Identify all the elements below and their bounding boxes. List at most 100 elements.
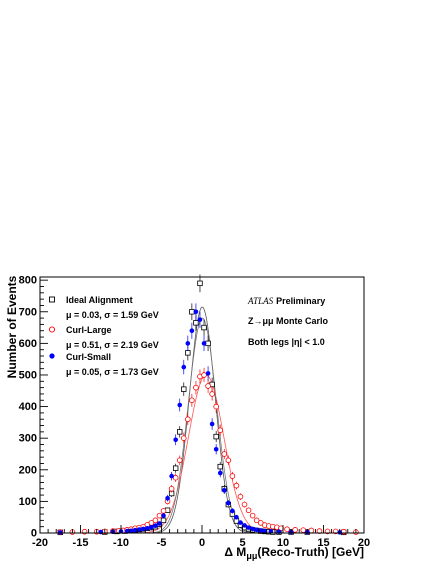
point-curl-large: [152, 517, 159, 524]
annotations: ATLAS Preliminary Z→μμ Monte Carlo Both l…: [247, 296, 329, 347]
legend-stats-ideal-alignment: μ = 0.03, σ = 1.59 GeV: [66, 310, 159, 320]
x-tick-label: -10: [113, 537, 129, 549]
point-curl-large: [160, 508, 167, 514]
point-curl-small: [246, 525, 251, 530]
x-axis-label-subscript: μμ: [246, 551, 257, 561]
y-tick-label: 200: [19, 464, 37, 476]
point-curl-small: [234, 514, 239, 520]
legend: Ideal Alignment μ = 0.03, σ = 1.59 GeV C…: [48, 295, 159, 377]
point-curl-small: [132, 527, 138, 533]
point-curl-small: [165, 495, 170, 501]
point-curl-large: [253, 517, 260, 524]
point-curl-small: [238, 520, 243, 525]
point-ideal-alignment: [172, 465, 179, 471]
point-curl-small: [189, 328, 195, 334]
point-curl-large: [201, 372, 207, 378]
point-curl-large: [156, 512, 163, 519]
point-curl-large: [213, 403, 219, 410]
point-curl-large: [225, 457, 232, 464]
legend-stats-curl-large: μ = 0.51, σ = 2.19 GeV: [66, 340, 159, 350]
point-curl-small: [145, 525, 150, 531]
point-curl-large: [217, 427, 224, 434]
point-curl-small: [128, 528, 134, 534]
point-curl-large: [209, 391, 215, 397]
point-ideal-alignment: [197, 280, 203, 287]
y-axis-ticks: 0 100 200 300 400 500 600 700 800: [19, 275, 48, 540]
point-curl-small: [217, 470, 223, 476]
point-curl-small: [177, 402, 183, 408]
point-ideal-alignment: [189, 309, 195, 315]
fit-curve-curl-large: [137, 374, 267, 534]
point-curl-small: [201, 341, 207, 346]
point-ideal-alignment: [213, 433, 219, 440]
point-curl-large: [241, 501, 248, 508]
legend-label-curl-large: Curl-Large: [66, 325, 112, 335]
point-curl-small: [136, 527, 142, 532]
atlas-label: ATLAS Preliminary: [247, 296, 325, 306]
point-curl-small: [242, 523, 247, 528]
y-tick-label: 700: [19, 306, 37, 318]
point-curl-small: [226, 500, 231, 506]
y-tick-label: 600: [19, 338, 37, 350]
point-curl-large: [205, 383, 211, 389]
legend-marker-curl-small: [49, 353, 55, 359]
point-curl-large: [180, 435, 187, 441]
point-curl-small: [230, 508, 235, 514]
point-curl-large: [292, 527, 298, 533]
point-curl-small: [98, 529, 104, 535]
point-curl-large: [189, 397, 195, 404]
point-curl-large: [185, 416, 191, 423]
point-ideal-alignment: [181, 386, 187, 392]
point-curl-small: [254, 527, 259, 533]
point-curl-small: [205, 371, 211, 376]
point-ideal-alignment: [217, 463, 223, 470]
fit-curves: [137, 306, 267, 534]
point-curl-large: [300, 527, 307, 533]
legend-stats-curl-small: μ = 0.05, σ = 1.73 GeV: [66, 367, 159, 377]
y-tick-label: 500: [19, 369, 37, 381]
x-axis-ticks: -20 -15 -10 -5 0 5 10 15 20: [32, 525, 370, 549]
y-tick-label: 300: [19, 433, 37, 445]
point-curl-large: [284, 526, 290, 533]
point-curl-small: [262, 528, 268, 534]
point-curl-large: [176, 457, 183, 464]
fit-curve-curl-small: [137, 317, 267, 534]
preliminary-label: Preliminary: [276, 296, 325, 306]
x-tick-label: 15: [317, 537, 329, 549]
point-curl-small: [140, 526, 146, 532]
point-curl-small: [173, 437, 178, 443]
fit-curve-ideal-alignment: [137, 306, 267, 534]
point-ideal-alignment: [205, 340, 211, 347]
point-curl-small: [161, 513, 166, 518]
point-curl-small: [149, 525, 154, 530]
point-curl-large: [308, 527, 315, 534]
y-tick-label: 0: [31, 528, 37, 540]
x-tick-label: 20: [358, 537, 370, 549]
point-curl-small: [193, 309, 199, 315]
point-curl-small: [258, 528, 264, 533]
point-curl-small: [185, 341, 191, 346]
point-curl-small: [221, 488, 227, 493]
x-tick-label: -15: [73, 537, 89, 549]
point-curl-large: [168, 485, 175, 492]
y-tick-label: 400: [19, 401, 37, 413]
x-tick-label: 5: [239, 537, 245, 549]
point-curl-small: [209, 421, 215, 427]
point-curl-small: [250, 526, 255, 532]
eta-cut-label: Both legs |η| < 1.0: [248, 337, 325, 347]
x-axis-label-rest: (Reco-Truth) [GeV]: [257, 545, 364, 559]
point-curl-large: [245, 507, 252, 514]
x-axis-label: Δ Mμμ(Reco-Truth) [GeV]: [224, 545, 364, 561]
point-curl-small: [124, 528, 130, 534]
point-ideal-alignment: [185, 350, 191, 356]
x-tick-label: 10: [277, 537, 289, 549]
x-tick-label: 0: [199, 537, 205, 549]
x-tick-label: -20: [32, 537, 48, 549]
point-curl-small: [157, 521, 162, 526]
point-ideal-alignment: [201, 324, 207, 331]
y-axis-label: Number of Events: [5, 275, 19, 378]
point-curl-small: [57, 530, 63, 535]
legend-marker-curl-large: [48, 326, 56, 333]
legend-marker-ideal-alignment: [49, 296, 55, 303]
point-curl-small: [169, 473, 174, 479]
